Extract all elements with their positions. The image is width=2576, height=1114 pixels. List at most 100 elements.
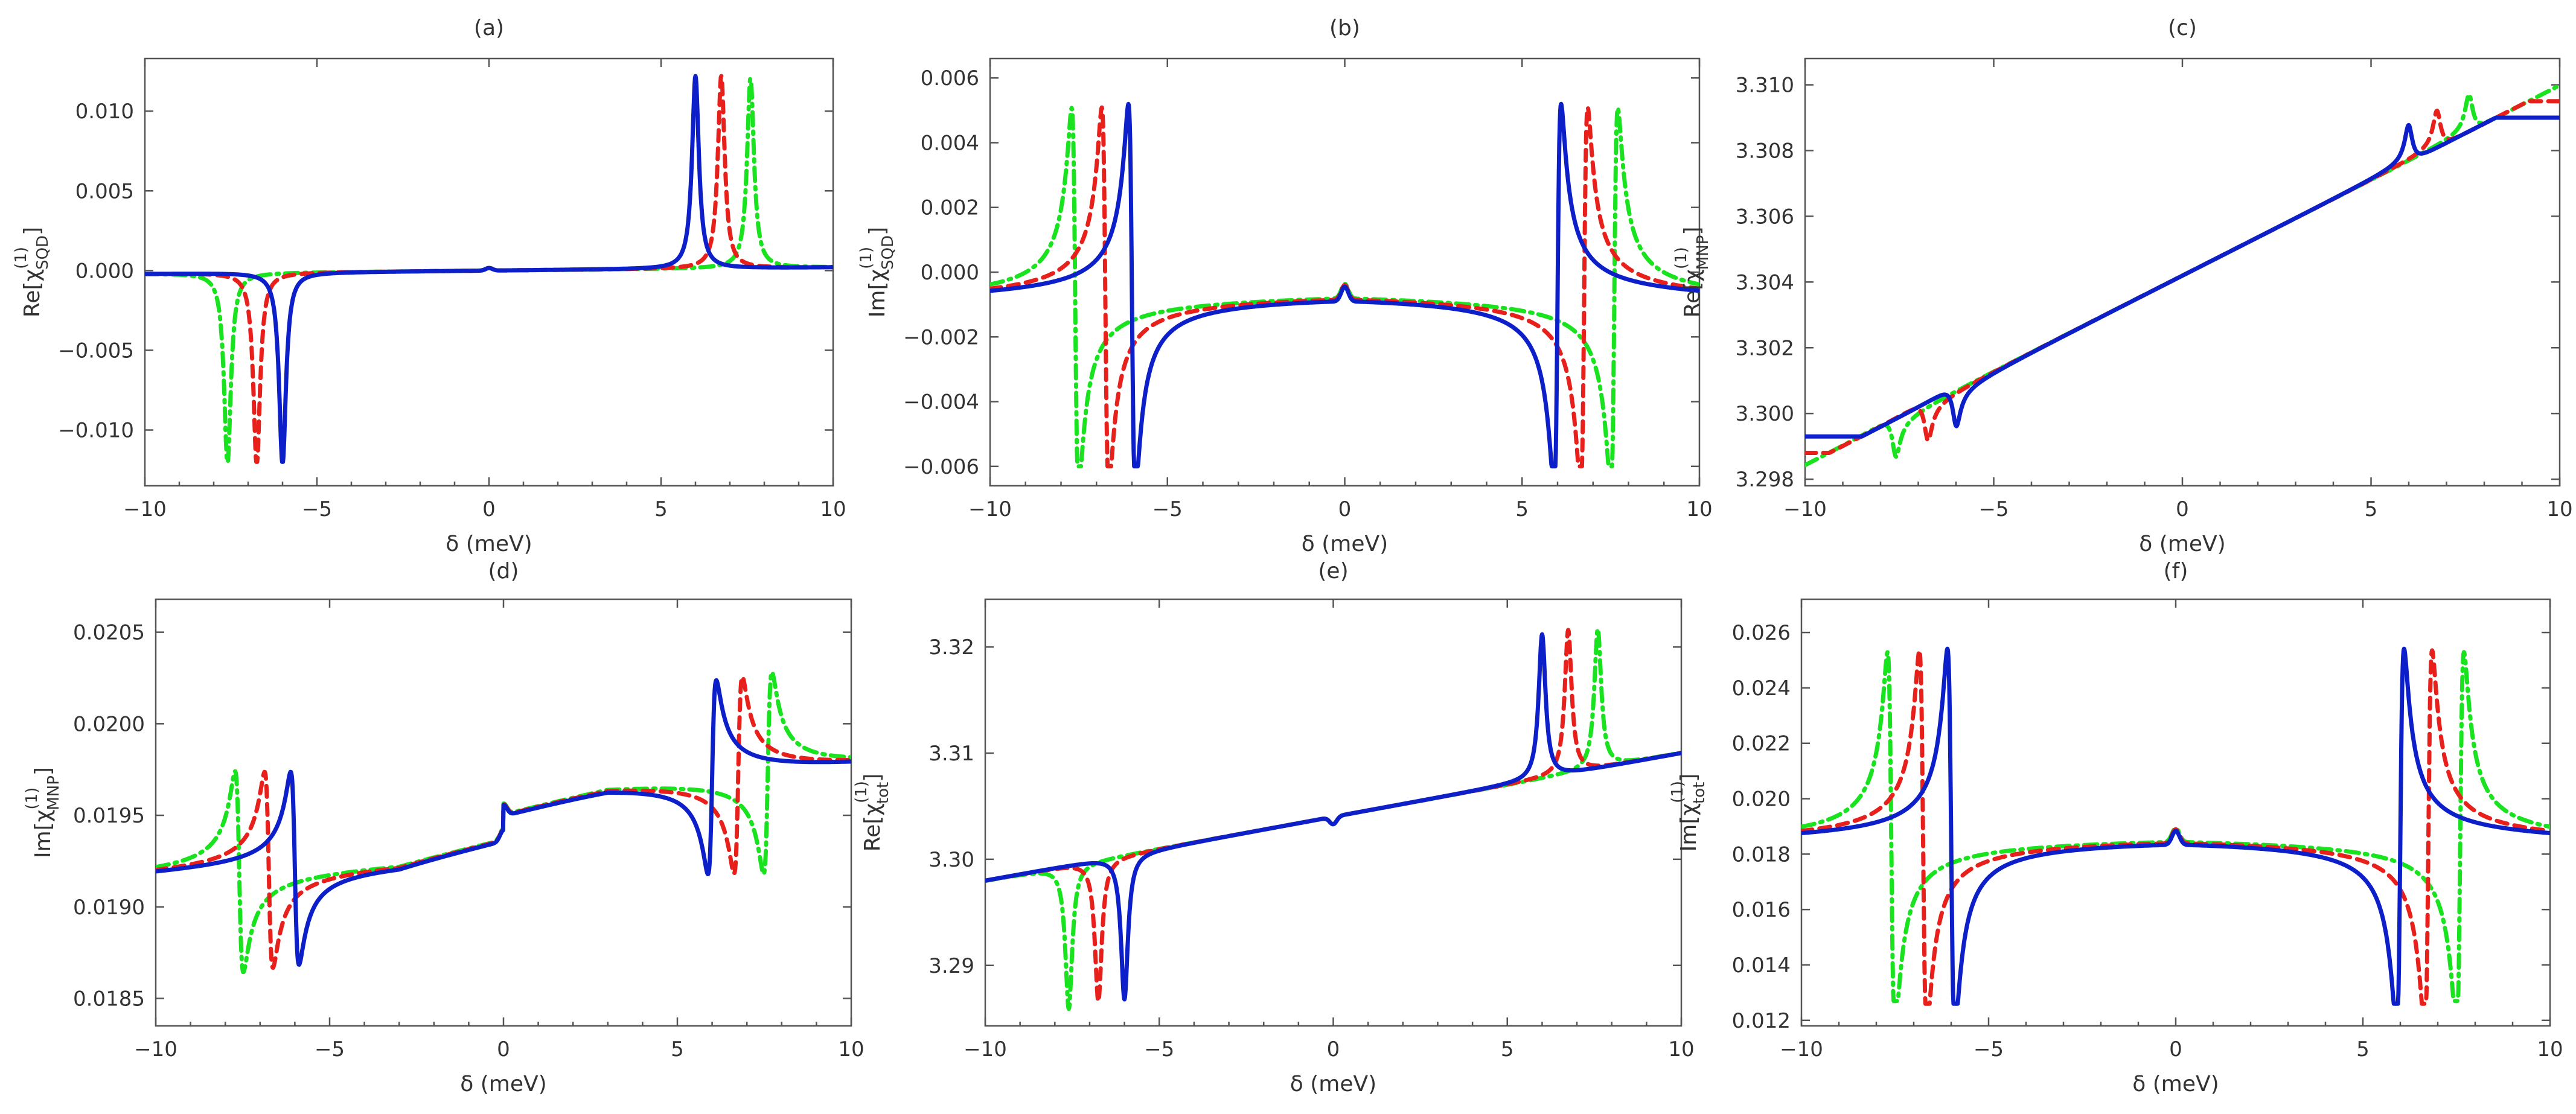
x-tick-label: 10 (2537, 1037, 2563, 1061)
y-tick-label: 0.006 (921, 66, 979, 91)
y-tick-label: 3.32 (928, 635, 974, 660)
panel-5: (e) −10 −5 0 5 10 3.29 3.30 3.31 3.32 δ (meV) Re[χ(… (852, 559, 1695, 1096)
x-tick-label: −10 (1783, 497, 1827, 521)
y-tick-label: 0.0185 (73, 987, 145, 1011)
x-tick-label: −10 (964, 1037, 1007, 1061)
panel-title: (f) (2164, 559, 2188, 584)
series-green-dash-dot (145, 77, 833, 464)
y-axis-label: Re[χ(1) SQD] (12, 227, 52, 317)
x-tick-label: 5 (2356, 1037, 2370, 1061)
x-tick-label: −5 (1974, 1037, 2004, 1061)
series-green-dash-dot (1801, 650, 2550, 1004)
x-tick-label: −10 (123, 497, 167, 521)
panel-title: (d) (488, 559, 519, 584)
y-tick-label: 0.0195 (73, 804, 145, 828)
y-tick-label: 3.30 (928, 848, 974, 872)
panel-4: (d) −10 −5 0 5 10 0.0185 0.0190 0.0195 0.0200 0.02… (23, 559, 865, 1096)
x-tick-label: −10 (968, 497, 1012, 521)
panel-title: (b) (1329, 16, 1360, 40)
y-tick-label: 0.000 (921, 261, 979, 285)
y-tick-label: −0.004 (903, 390, 979, 415)
x-tick-label: 10 (1686, 497, 1712, 521)
x-tick-label: −5 (1978, 497, 2009, 521)
x-tick-label: 5 (1515, 497, 1529, 521)
y-tick-label: 3.31 (928, 742, 974, 766)
y-tick-label: 0.022 (1732, 732, 1791, 756)
y-tick-label: 3.306 (1736, 205, 1794, 229)
y-tick-label: 0.0190 (73, 896, 145, 920)
panel-6: (f) −10 −5 0 5 10 0.012 0.014 0.016 0.018 0.020 0.0… (1669, 559, 2563, 1096)
y-tick-label: 3.29 (928, 954, 974, 978)
plot-frame (1800, 598, 2551, 1027)
y-axis-label: Im[χ(1) SQD] (857, 227, 897, 317)
plot-frame (1804, 57, 2561, 487)
x-tick-label: 0 (2169, 1037, 2182, 1061)
y-tick-label: 3.308 (1736, 139, 1794, 163)
y-tick-label: −0.005 (58, 339, 134, 363)
y-tick-label: −0.002 (903, 325, 979, 349)
y-tick-label: 0.018 (1732, 842, 1791, 867)
x-tick-label: 10 (820, 497, 846, 521)
series-blue-solid (985, 632, 1681, 1002)
y-tick-label: 0.002 (921, 196, 979, 220)
series-blue-solid (145, 74, 833, 464)
y-axis-label: Im[χ(1) MNP] (23, 767, 63, 858)
x-tick-label: −5 (302, 497, 332, 521)
y-axis-label: Re[χ(1) MNP] (1672, 227, 1712, 318)
panel-title: (c) (2168, 16, 2197, 40)
y-tick-label: 3.302 (1736, 336, 1794, 360)
y-tick-label: 0.026 (1732, 621, 1791, 645)
x-tick-label: 5 (671, 1037, 684, 1061)
y-tick-label: −0.006 (903, 455, 979, 479)
panel-2: (b) −10 −5 0 5 10 −0.006 −0.004 −0.002 0.000 0.002… (857, 16, 1713, 556)
series-blue-solid (1801, 646, 2550, 1006)
plot-frame (144, 57, 834, 487)
x-axis-label: δ (meV) (460, 1072, 546, 1096)
panel-title: (a) (474, 16, 504, 40)
series-red-dashed (985, 628, 1681, 1004)
plot-frame (989, 57, 1701, 487)
y-tick-label: 3.310 (1736, 74, 1794, 98)
series-blue-solid (156, 678, 851, 967)
y-tick-label: 0.0200 (73, 712, 145, 736)
panel-title: (e) (1318, 559, 1348, 584)
x-axis-label: δ (meV) (2132, 1072, 2219, 1096)
x-tick-label: −10 (1780, 1037, 1823, 1061)
series-blue-solid (1805, 115, 2560, 439)
y-tick-label: 0.000 (75, 259, 134, 283)
y-tick-label: 3.300 (1736, 402, 1794, 426)
y-tick-label: 0.012 (1732, 1009, 1791, 1033)
x-tick-label: 5 (2365, 497, 2378, 521)
y-tick-label: −0.010 (58, 419, 134, 443)
series-blue-solid (990, 101, 1699, 469)
y-tick-label: 0.014 (1732, 953, 1791, 978)
y-axis-label: Re[χ(1) tot] (852, 774, 892, 852)
panel-3: (c) −10 −5 0 5 10 3.298 3.300 3.302 3.304 3.306 3.3… (1672, 16, 2573, 556)
x-axis-label: δ (meV) (446, 532, 532, 556)
y-axis-label: Im[χ(1) tot] (1669, 774, 1708, 852)
panel-1: (a) −10 −5 0 5 10 −0.010 −0.005 0.000 0.005 0.010 δ… (12, 16, 846, 556)
x-axis-label: δ (meV) (2139, 532, 2225, 556)
x-tick-label: −5 (1144, 1037, 1174, 1061)
x-axis-label: δ (meV) (1302, 532, 1388, 556)
x-tick-label: 0 (482, 497, 496, 521)
x-tick-label: 0 (2176, 497, 2189, 521)
series-red-dashed (1801, 648, 2550, 1006)
x-tick-label: 10 (838, 1037, 864, 1061)
y-tick-label: 0.024 (1732, 676, 1791, 701)
y-tick-label: 0.010 (75, 100, 134, 124)
x-tick-label: 0 (1327, 1037, 1340, 1061)
y-tick-label: 0.0205 (73, 621, 145, 645)
x-tick-label: 0 (1338, 497, 1352, 521)
x-tick-label: 5 (1501, 1037, 1514, 1061)
y-tick-label: 0.005 (75, 179, 134, 203)
x-tick-label: −5 (1152, 497, 1183, 521)
x-tick-label: −10 (134, 1037, 177, 1061)
y-tick-label: 3.304 (1736, 270, 1794, 294)
x-tick-label: 10 (1668, 1037, 1694, 1061)
y-tick-label: 0.004 (921, 131, 979, 155)
y-tick-label: 0.016 (1732, 898, 1791, 922)
plot-frame (984, 598, 1683, 1027)
x-axis-label: δ (meV) (1290, 1072, 1376, 1096)
